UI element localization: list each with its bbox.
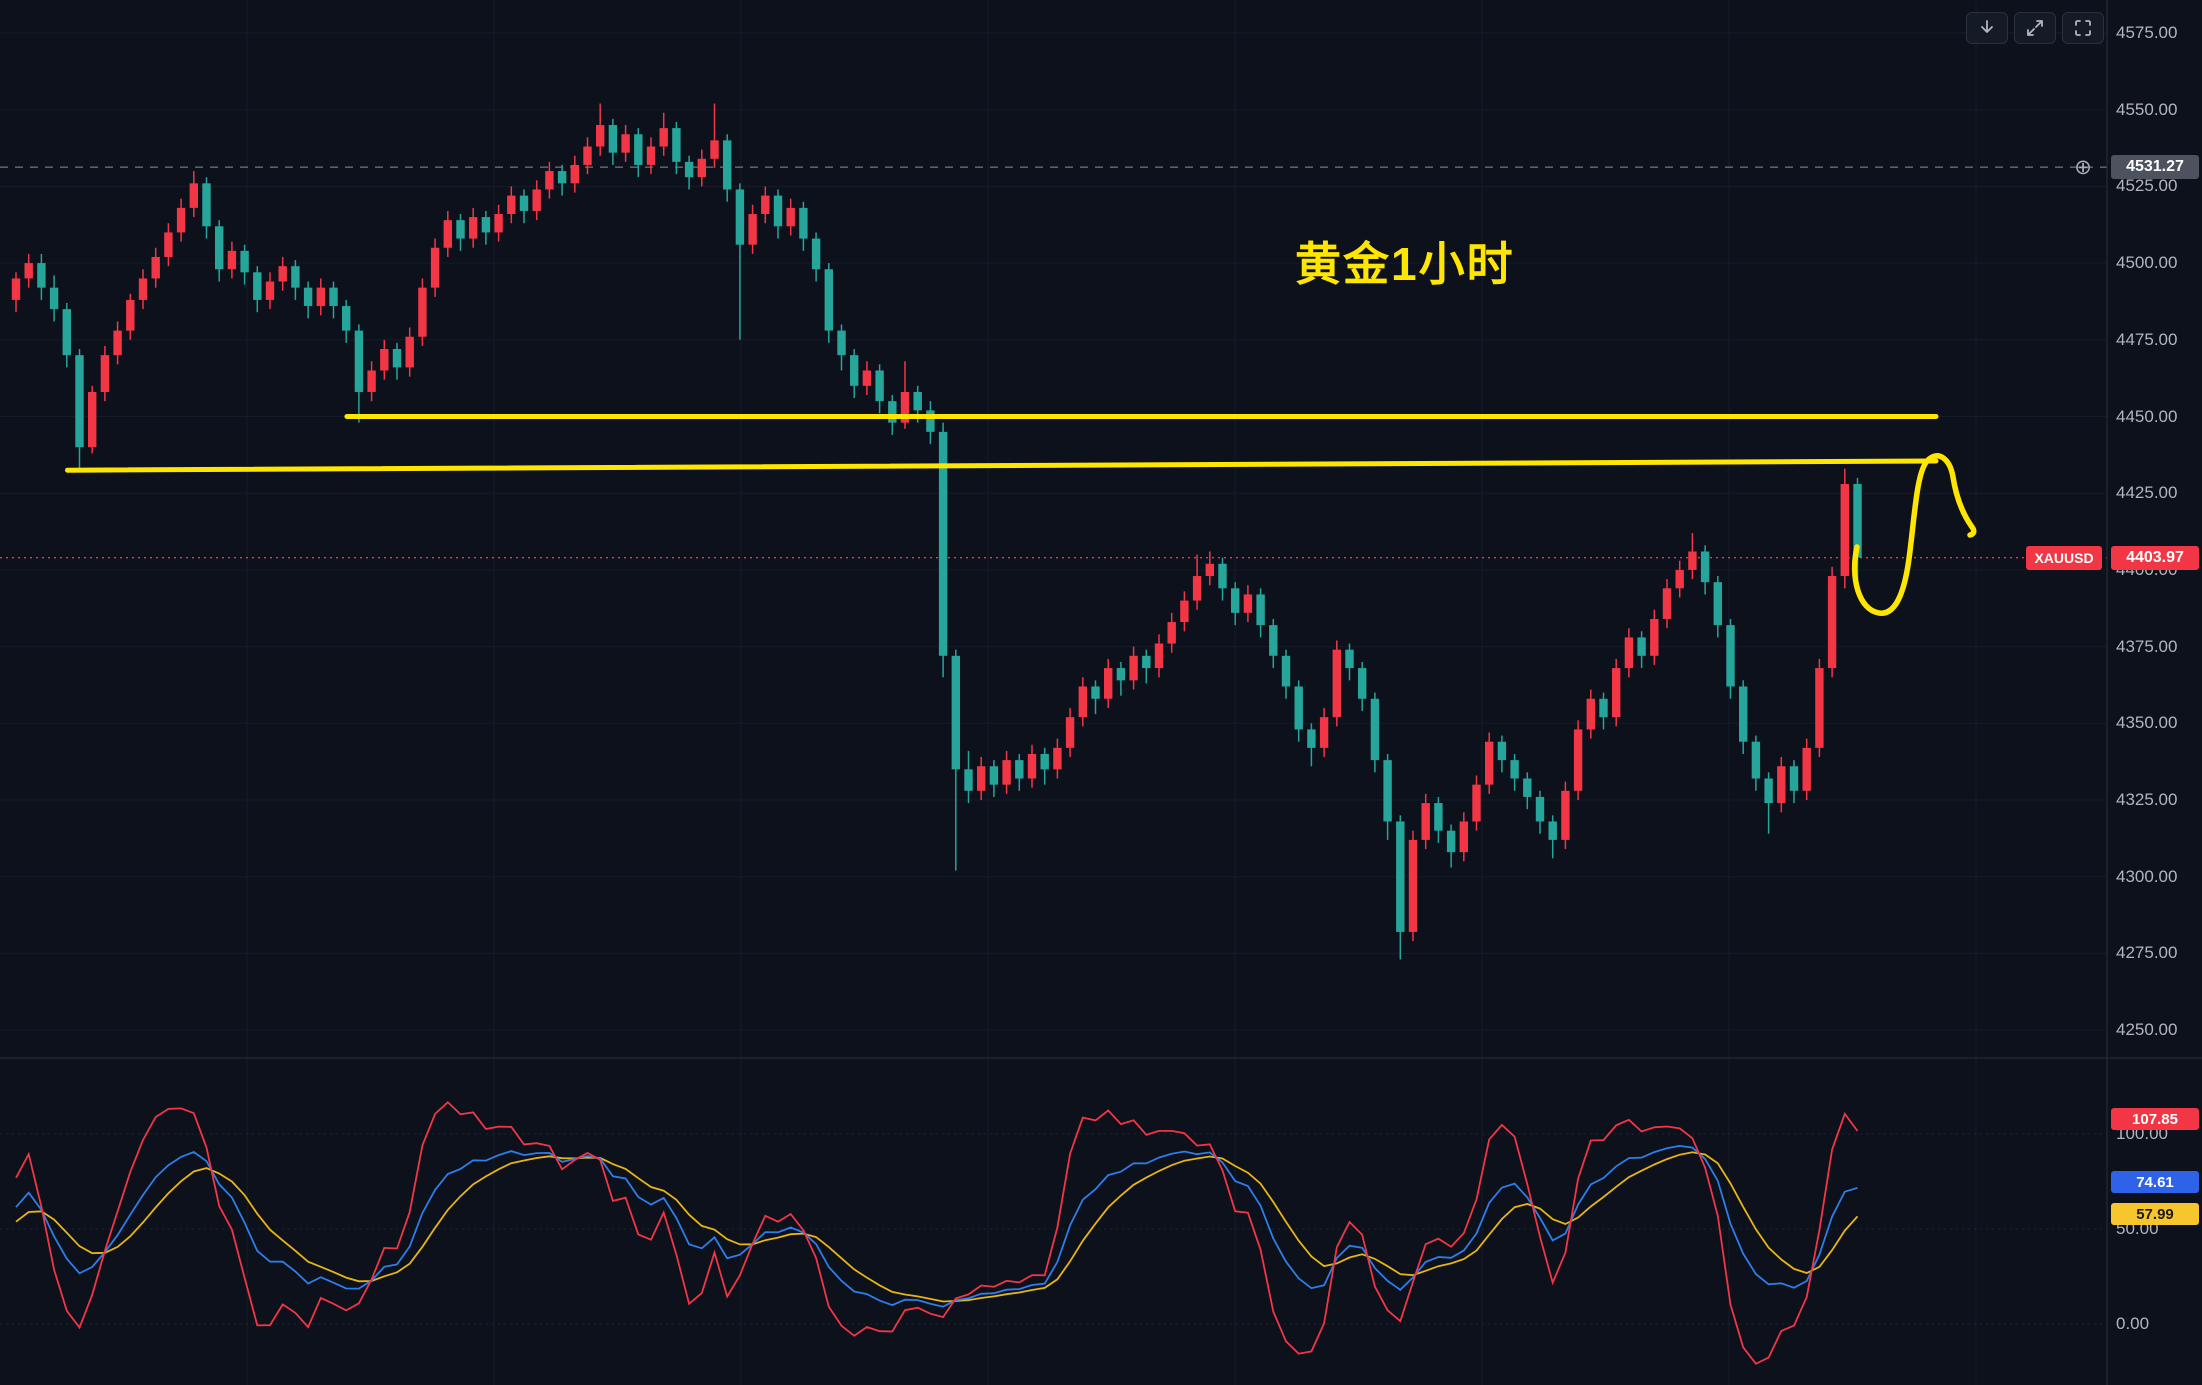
axis-tick-label: 4375.00	[2116, 636, 2178, 656]
axis-tick-label: 4550.00	[2116, 99, 2178, 119]
kdj-d-value-badge: 57.99	[2111, 1203, 2199, 1225]
reference-price-badge[interactable]: 4531.27	[2111, 155, 2199, 179]
chart-toolbar	[1966, 12, 2104, 44]
screenshot-corners-icon	[2075, 20, 2091, 36]
scroll-to-latest-button[interactable]	[1966, 12, 2008, 44]
axis-tick-label: 4500.00	[2116, 253, 2178, 273]
drawn-resistance-line-2[interactable]	[65, 458, 1939, 473]
expand-icon	[2027, 20, 2043, 36]
drawn-projection-arrow[interactable]	[1851, 453, 1977, 616]
screenshot-button[interactable]	[2062, 12, 2104, 44]
arrow-down-icon	[1981, 20, 1993, 33]
price-line-target-icon[interactable]: ⊕	[2074, 156, 2092, 179]
expand-chart-button[interactable]	[2014, 12, 2056, 44]
kdj-k-value-badge: 74.61	[2111, 1171, 2199, 1193]
axis-tick-label: 4450.00	[2116, 406, 2178, 426]
kdj-d-line	[15, 1151, 1859, 1303]
axis-tick-label: 4300.00	[2116, 866, 2178, 886]
grid-lines	[0, 0, 2107, 1385]
axis-tick-label: 4275.00	[2116, 943, 2178, 963]
axis-tick-label: 0.00	[2116, 1314, 2150, 1333]
axis-tick-label: 4425.00	[2116, 483, 2178, 503]
axis-tick-label: 4350.00	[2116, 713, 2178, 733]
kdj-j-value-badge: 107.85	[2111, 1108, 2199, 1130]
kdj-j-line	[15, 1100, 1859, 1365]
axis-tick-label: 4325.00	[2116, 790, 2178, 809]
kdj-k-line	[15, 1144, 1858, 1308]
candlestick-series	[11, 103, 1862, 960]
symbol-label-badge: XAUUSD	[2026, 546, 2102, 570]
axis-tick-label: 4525.00	[2116, 176, 2178, 196]
axis-tick-label: 4475.00	[2116, 329, 2178, 349]
axis-tick-label: 4575.00	[2116, 23, 2178, 42]
chart-title-annotation[interactable]: 黄金1小时	[1295, 238, 1515, 290]
last-price-badge: 4403.97	[2111, 546, 2199, 570]
axis-tick-label: 4250.00	[2116, 1020, 2178, 1040]
